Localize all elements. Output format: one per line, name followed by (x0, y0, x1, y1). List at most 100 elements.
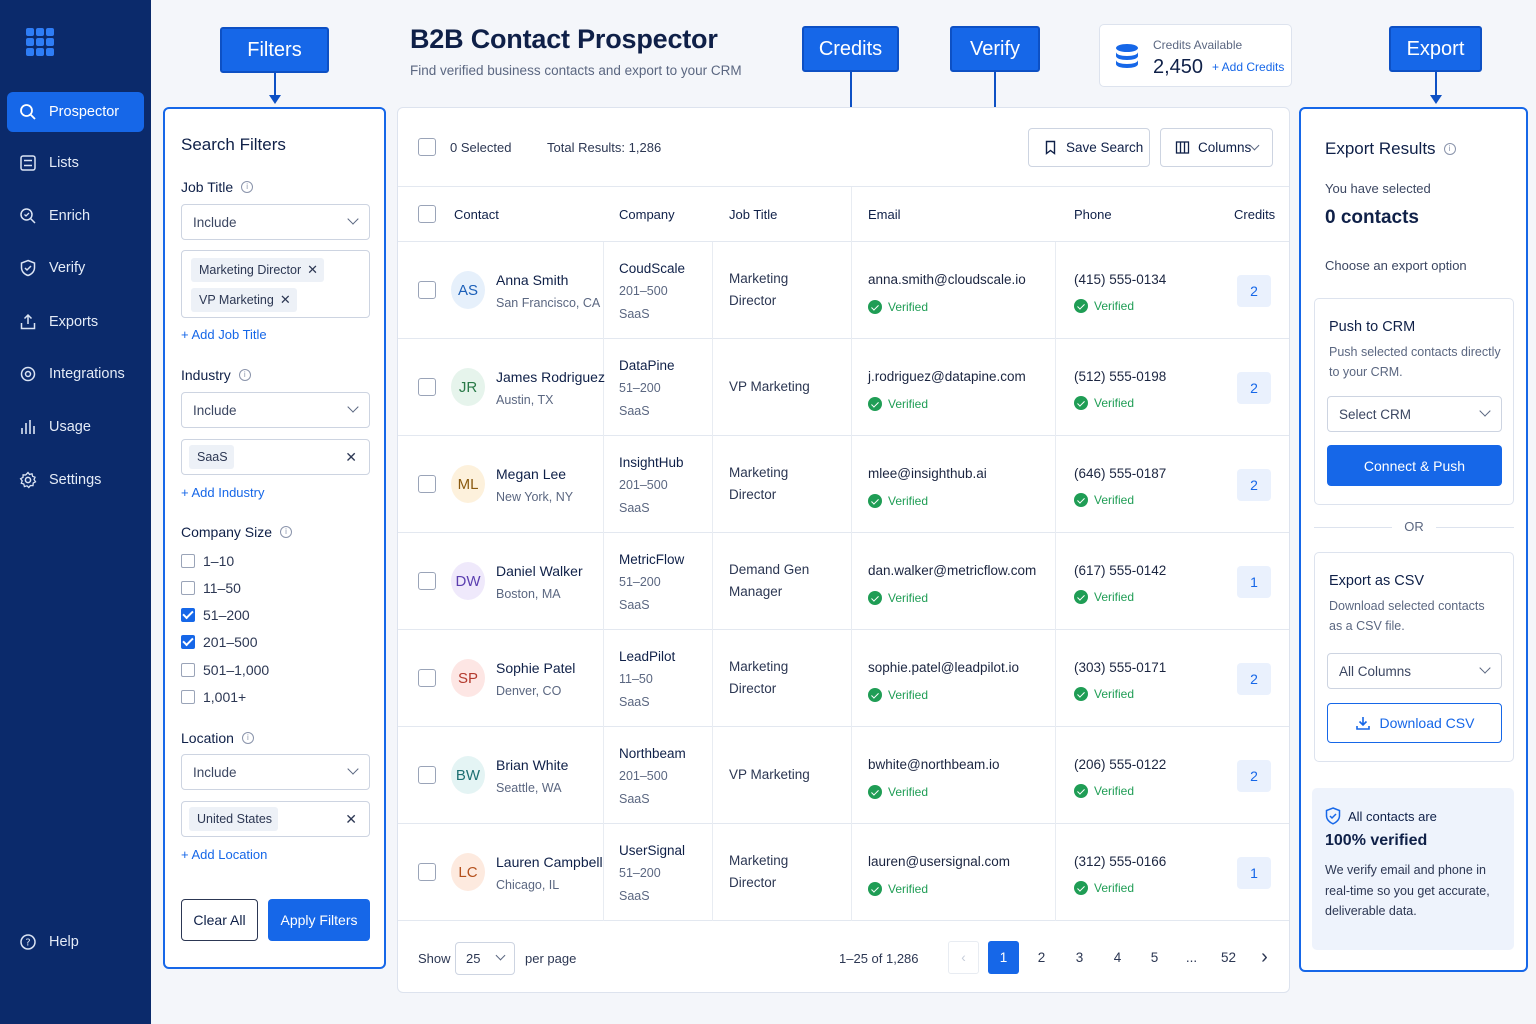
info-icon[interactable]: i (280, 526, 293, 538)
row-checkbox[interactable] (418, 863, 436, 881)
row-checkbox[interactable] (418, 572, 436, 590)
company-size-option[interactable]: 501–1,000 (181, 662, 269, 678)
sidebar-item-prospector[interactable]: Prospector (7, 92, 144, 132)
contact-name[interactable]: Lauren Campbell (496, 854, 603, 870)
column-header-contact[interactable]: Contact (454, 207, 499, 222)
page-button[interactable]: 3 (1075, 950, 1084, 965)
checkbox[interactable] (181, 554, 195, 568)
company-size-option[interactable]: 1,001+ (181, 689, 246, 705)
contact-name[interactable]: Brian White (496, 757, 569, 773)
table-row[interactable]: ML Megan Lee New York, NY InsightHub 201–500… (398, 436, 1289, 533)
company-name[interactable]: Northbeam (619, 746, 686, 761)
sidebar-item-help[interactable]: ? Help (7, 922, 144, 962)
column-header-job-title[interactable]: Job Title (729, 207, 778, 222)
prev-page-button[interactable]: ‹ (948, 941, 979, 974)
next-page-button[interactable]: › (1261, 946, 1268, 968)
contact-phone[interactable]: (617) 555-0142 (1074, 563, 1167, 578)
add-credits-link[interactable]: + Add Credits (1212, 60, 1285, 74)
checkbox[interactable] (181, 581, 195, 595)
info-icon[interactable]: i (1443, 143, 1456, 155)
save-search-button[interactable]: Save Search (1028, 128, 1150, 167)
table-row[interactable]: JR James Rodriguez Austin, TX DataPine 51–20… (398, 339, 1289, 436)
contact-phone[interactable]: (415) 555-0134 (1074, 272, 1167, 287)
checkbox-checked[interactable] (181, 635, 195, 649)
row-checkbox[interactable] (418, 669, 436, 687)
add-location-link[interactable]: + Add Location (181, 847, 268, 862)
contact-email[interactable]: bwhite@northbeam.io (868, 757, 1000, 772)
contact-email[interactable]: j.rodriguez@datapine.com (868, 369, 1026, 384)
info-icon[interactable]: i (241, 732, 254, 744)
app-logo[interactable] (26, 28, 54, 56)
sidebar-item-enrich[interactable]: Enrich (7, 196, 144, 236)
column-header-email[interactable]: Email (868, 207, 901, 222)
industry-mode-select[interactable]: Include (181, 392, 370, 428)
remove-chip-icon[interactable]: ✕ (345, 811, 357, 827)
table-row[interactable]: AS Anna Smith San Francisco, CA CoudScale 20… (398, 242, 1289, 339)
column-header-phone[interactable]: Phone (1074, 207, 1112, 222)
info-icon[interactable]: i (241, 181, 254, 193)
column-header-credits[interactable]: Credits (1234, 207, 1276, 222)
columns-button[interactable]: Columns (1160, 128, 1273, 167)
row-checkbox[interactable] (418, 281, 436, 299)
company-size-option[interactable]: 11–50 (181, 580, 241, 596)
table-row[interactable]: DW Daniel Walker Boston, MA MetricFlow 51–20… (398, 533, 1289, 630)
remove-chip-icon[interactable]: ✕ (345, 449, 357, 465)
contact-email[interactable]: sophie.patel@leadpilot.io (868, 660, 1020, 675)
contact-email[interactable]: anna.smith@cloudscale.io (868, 272, 1026, 287)
remove-chip-icon[interactable]: ✕ (307, 262, 319, 277)
page-button[interactable]: 5 (1150, 950, 1159, 965)
contact-email[interactable]: lauren@usersignal.com (868, 854, 1011, 869)
add-industry-link[interactable]: + Add Industry (181, 485, 265, 500)
checkbox[interactable] (181, 663, 195, 677)
page-button[interactable]: 4 (1113, 950, 1122, 965)
contact-phone[interactable]: (512) 555-0198 (1074, 369, 1167, 384)
company-name[interactable]: LeadPilot (619, 649, 676, 664)
contact-phone[interactable]: (206) 555-0122 (1074, 757, 1167, 772)
header-checkbox[interactable] (418, 205, 436, 223)
contact-name[interactable]: James Rodriguez (496, 369, 605, 385)
company-name[interactable]: MetricFlow (619, 552, 685, 567)
apply-filters-button[interactable]: Apply Filters (268, 899, 370, 941)
table-row[interactable]: BW Brian White Seattle, WA Northbeam 201–500… (398, 727, 1289, 824)
location-chips[interactable]: United States ✕ (181, 801, 370, 837)
select-all-checkbox[interactable] (418, 138, 436, 156)
sidebar-item-integrations[interactable]: Integrations (7, 354, 144, 394)
contact-name[interactable]: Daniel Walker (496, 563, 583, 579)
company-name[interactable]: CoudScale (619, 261, 686, 276)
info-icon[interactable]: i (238, 369, 251, 381)
company-name[interactable]: DataPine (619, 358, 675, 373)
contact-name[interactable]: Sophie Patel (496, 660, 576, 676)
company-size-option[interactable]: 201–500 (181, 634, 258, 650)
sidebar-item-verify[interactable]: Verify (7, 248, 144, 288)
clear-all-button[interactable]: Clear All (181, 899, 258, 941)
per-page-select[interactable]: 25 (455, 942, 515, 975)
contact-phone[interactable]: (303) 555-0171 (1074, 660, 1167, 675)
industry-chips[interactable]: SaaS ✕ (181, 439, 370, 475)
page-button[interactable]: 1 (988, 941, 1019, 974)
sidebar-item-usage[interactable]: Usage (7, 407, 144, 447)
contact-phone[interactable]: (312) 555-0166 (1074, 854, 1167, 869)
column-header-company[interactable]: Company (619, 207, 675, 222)
company-name[interactable]: InsightHub (619, 455, 684, 470)
page-button[interactable]: 2 (1037, 950, 1046, 965)
company-name[interactable]: UserSignal (619, 843, 686, 858)
contact-name[interactable]: Megan Lee (496, 466, 567, 482)
company-size-option[interactable]: 1–10 (181, 553, 234, 569)
company-size-option[interactable]: 51–200 (181, 607, 250, 623)
checkbox-checked[interactable] (181, 608, 195, 622)
sidebar-item-settings[interactable]: Settings (7, 460, 144, 500)
table-row[interactable]: SP Sophie Patel Denver, CO LeadPilot 11–50 Sa… (398, 630, 1289, 727)
select-crm-dropdown[interactable]: Select CRM (1327, 396, 1502, 432)
job-title-chips[interactable]: Marketing Director ✕ VP Marketing ✕ (181, 250, 370, 318)
sidebar-item-lists[interactable]: Lists (7, 143, 144, 183)
add-job-title-link[interactable]: + Add Job Title (181, 327, 267, 342)
table-row[interactable]: LC Lauren Campbell Chicago, IL UserSignal 51… (398, 824, 1289, 921)
location-mode-select[interactable]: Include (181, 754, 370, 790)
row-checkbox[interactable] (418, 766, 436, 784)
page-button[interactable]: 52 (1220, 950, 1237, 965)
job-title-mode-select[interactable]: Include (181, 204, 370, 240)
contact-email[interactable]: mlee@insighthub.ai (868, 466, 987, 481)
download-csv-button[interactable]: Download CSV (1327, 703, 1502, 743)
row-checkbox[interactable] (418, 475, 436, 493)
sidebar-item-exports[interactable]: Exports (7, 302, 144, 342)
